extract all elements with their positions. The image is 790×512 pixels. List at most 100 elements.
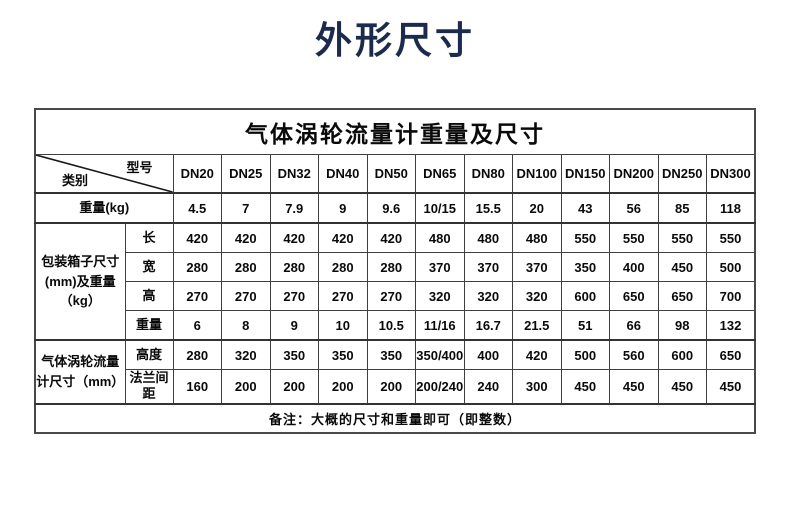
table-cell: 270: [221, 281, 271, 311]
column-header-dn150: DN150: [560, 154, 610, 194]
table-cell: 98: [657, 310, 707, 341]
table-cell: 132: [706, 310, 756, 341]
table-cell: 480: [415, 222, 465, 253]
table-cell: 56: [609, 192, 659, 224]
table-cell: 370: [415, 252, 465, 282]
table-cell: 160: [172, 369, 222, 404]
table-cell: 9.6: [366, 192, 416, 224]
row-label: 法兰间距: [124, 369, 174, 404]
row-label: 宽: [124, 252, 174, 282]
table-cell: 550: [706, 222, 756, 253]
table-cell: 700: [706, 281, 756, 311]
table-cell: 370: [512, 252, 562, 282]
corner-cell: 型号 类别: [34, 154, 174, 194]
column-header-dn25: DN25: [221, 154, 271, 194]
table-cell: 420: [366, 222, 416, 253]
table-cell: 200: [269, 369, 319, 404]
table-cell: 51: [560, 310, 610, 341]
table-cell: 650: [609, 281, 659, 311]
table-cell: 270: [269, 281, 319, 311]
table-cell: 350: [366, 339, 416, 370]
table-cell: 420: [221, 222, 271, 253]
table-note: 备注：大概的尺寸和重量即可（即整数）: [34, 402, 756, 433]
table-cell: 320: [512, 281, 562, 311]
table-cell: 280: [221, 252, 271, 282]
page-title: 外形尺寸: [315, 20, 475, 61]
table-cell: 320: [415, 281, 465, 311]
table-cell: 560: [609, 339, 659, 370]
table-cell: 650: [657, 281, 707, 311]
table-cell: 450: [560, 369, 610, 404]
table-cell: 600: [560, 281, 610, 311]
table-cell: 66: [609, 310, 659, 341]
table-cell: 400: [609, 252, 659, 282]
row-label: 重量: [124, 310, 174, 341]
row-label: 高: [124, 281, 174, 311]
table-cell: 85: [657, 192, 707, 224]
table-cell: 280: [366, 252, 416, 282]
table-cell: 450: [706, 369, 756, 404]
table-cell: 118: [706, 192, 756, 224]
table-cell: 400: [463, 339, 513, 370]
column-header-dn200: DN200: [609, 154, 659, 194]
table-cell: 270: [366, 281, 416, 311]
column-header-dn20: DN20: [172, 154, 222, 194]
table-row: 包装箱子尺寸(mm)及重量（kg）长 420 420 420 420 420 480 480 4…: [34, 222, 756, 341]
table-cell: 200/240: [415, 369, 465, 404]
table-cell: 280: [172, 252, 222, 282]
row-group-label: 气体涡轮流量计尺寸（mm）: [34, 339, 126, 404]
table-cell: 16.7: [463, 310, 513, 341]
table-row: 宽 280 280 280 280 280 370 370 370 350 400 450 500: [35, 252, 756, 282]
table-cell: 9: [269, 310, 319, 341]
table-cell: 11/16: [415, 310, 465, 341]
table-cell: 270: [318, 281, 368, 311]
row-label: 长: [124, 222, 174, 253]
table-cell: 10: [318, 310, 368, 341]
table-cell: 480: [512, 222, 562, 253]
column-header-dn300: DN300: [706, 154, 756, 194]
table-cell: 450: [657, 252, 707, 282]
table-cell: 7.9: [269, 192, 319, 224]
row-label: 高度: [124, 339, 174, 370]
column-header-dn32: DN32: [269, 154, 319, 194]
table-cell: 320: [463, 281, 513, 311]
table-cell: 420: [318, 222, 368, 253]
table-cell: 500: [706, 252, 756, 282]
table-row: 重量(kg) 4.5 7 7.9 9 9.6 10/15 15.5 20 43 56 85 118: [34, 192, 756, 224]
table-row: 气体涡轮流量计尺寸（mm） 高度 280 320 350 350 350 350/400 400…: [34, 339, 756, 404]
table-cell: 420: [512, 339, 562, 370]
table-cell: 350: [560, 252, 610, 282]
row-label: 重量(kg): [34, 192, 174, 224]
table-cell: 550: [560, 222, 610, 253]
table-cell: 43: [560, 192, 610, 224]
table-cell: 450: [609, 369, 659, 404]
table-cell: 350: [269, 339, 319, 370]
table-cell: 4.5: [172, 192, 222, 224]
table-cell: 650: [706, 339, 756, 370]
table-header-row: 型号 类别 DN20 DN25 DN32 DN40 DN50 DN65 DN80 DN100 D…: [34, 154, 756, 194]
table-row: 法兰间距 160 200 200 200 200 200/240 240 300 450 450 45…: [35, 369, 756, 404]
table-cell: 280: [172, 339, 222, 370]
table-cell: 280: [269, 252, 319, 282]
table-cell: 240: [463, 369, 513, 404]
table-cell: 600: [657, 339, 707, 370]
table-cell: 550: [609, 222, 659, 253]
table-row: 重量 6 8 9 10 10.5 11/16 16.7 21.5 51 66 98 132: [35, 310, 756, 341]
column-header-dn50: DN50: [366, 154, 416, 194]
table-cell: 270: [172, 281, 222, 311]
table-cell: 420: [269, 222, 319, 253]
table-row: 高 270 270 270 270 270 320 320 320 600 650 650 700: [35, 281, 756, 311]
table-cell: 6: [172, 310, 222, 341]
diagonal-divider-icon: [36, 155, 173, 192]
table-cell: 200: [221, 369, 271, 404]
table-cell: 350/400: [415, 339, 465, 370]
column-header-dn65: DN65: [415, 154, 465, 194]
table-note-row: 备注：大概的尺寸和重量即可（即整数）: [34, 402, 756, 433]
table-cell: 480: [463, 222, 513, 253]
table-cell: 300: [512, 369, 562, 404]
table-cell: 280: [318, 252, 368, 282]
column-header-dn250: DN250: [657, 154, 707, 194]
table-cell: 500: [560, 339, 610, 370]
row-group-label: 包装箱子尺寸(mm)及重量（kg）: [34, 222, 126, 341]
